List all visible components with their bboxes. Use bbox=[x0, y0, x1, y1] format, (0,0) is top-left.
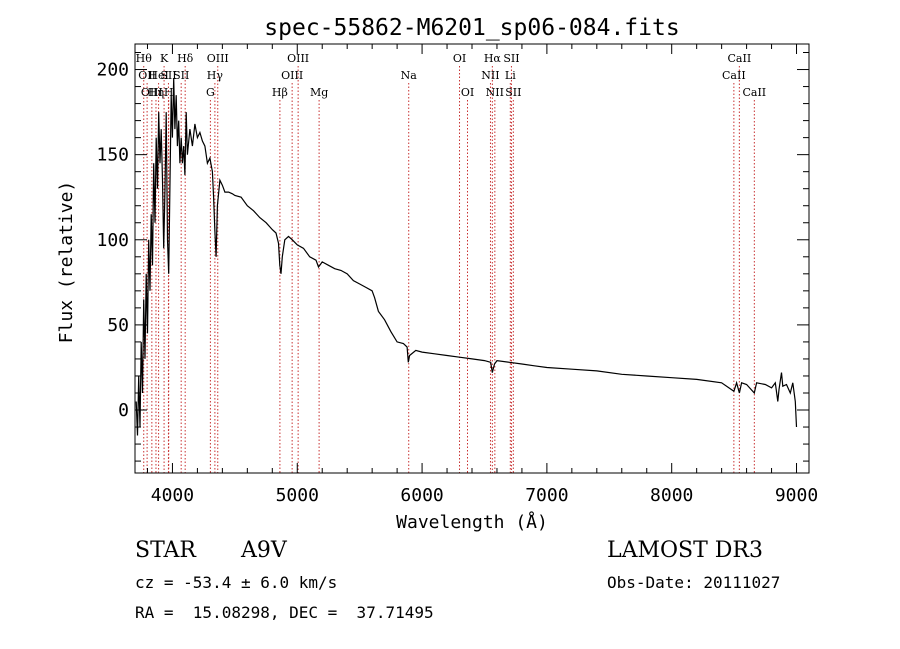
spectral-line-label: Mg bbox=[310, 86, 328, 99]
y-tick-label: 100 bbox=[96, 230, 129, 251]
spectral-line-label: Na bbox=[401, 69, 418, 82]
object-class: STAR bbox=[135, 538, 196, 563]
y-tick-label: 200 bbox=[96, 60, 129, 81]
x-tick-label: 6000 bbox=[400, 485, 443, 506]
spectral-line-label: SII bbox=[173, 69, 189, 82]
y-tick-labels: 0 50 100 150 200 bbox=[96, 60, 129, 421]
observation-date: Obs-Date: 20111027 bbox=[607, 573, 781, 592]
object-subclass: A9V bbox=[241, 538, 287, 563]
spectral-line-label: HeI bbox=[148, 69, 168, 82]
spectral-line-label: G bbox=[206, 86, 215, 99]
spectral-line-label: CaII bbox=[728, 52, 752, 65]
spectral-line-markers bbox=[143, 66, 755, 473]
spectral-line-label: NII bbox=[486, 86, 504, 99]
x-tick-label: 4000 bbox=[151, 485, 194, 506]
x-tick-labels: 4000 5000 6000 7000 8000 9000 bbox=[151, 485, 818, 506]
plot-frame bbox=[134, 43, 810, 474]
spectral-line-label: OIII bbox=[281, 69, 303, 82]
spectral-line-label: K bbox=[160, 52, 169, 65]
spectral-line-label: OI bbox=[461, 86, 474, 99]
y-tick-label: 50 bbox=[107, 315, 129, 336]
ra-dec-coordinates: RA = 15.08298, DEC = 37.71495 bbox=[135, 603, 434, 622]
spectral-line-label: H bbox=[164, 86, 174, 99]
redshift-cz: cz = -53.4 ± 6.0 km/s bbox=[135, 573, 338, 592]
chart-title: spec-55862-M6201_sp06-084.fits bbox=[264, 15, 679, 41]
x-axis-label: Wavelength (Å) bbox=[396, 511, 548, 533]
spectral-line-label: CaII bbox=[742, 86, 766, 99]
spectral-line-label: Hα bbox=[484, 52, 502, 65]
x-tick-label: 8000 bbox=[650, 485, 693, 506]
spectral-line-labels: HθOIIOIIIHηHeIKSIIHHδSIIGHγOIIIHβOIIIOII… bbox=[136, 52, 767, 99]
spectral-line-label: Hγ bbox=[207, 69, 224, 82]
spectral-line-label: SII bbox=[505, 86, 521, 99]
spectral-line-label: OII bbox=[138, 69, 156, 82]
x-tick-label: 9000 bbox=[775, 485, 818, 506]
spectral-line-label: Li bbox=[505, 69, 516, 82]
spectral-line-label: SII bbox=[503, 52, 519, 65]
x-tick-label: 7000 bbox=[525, 485, 568, 506]
spectral-line-label: Hθ bbox=[136, 52, 153, 65]
spectral-line-label: CaII bbox=[722, 69, 746, 82]
axis-ticks bbox=[135, 44, 809, 473]
survey-name: LAMOST DR3 bbox=[607, 538, 763, 563]
spectral-line-label: Hη bbox=[148, 86, 164, 99]
spectral-line-label: OIII bbox=[287, 52, 309, 65]
y-tick-label: 0 bbox=[118, 400, 129, 421]
spectral-line-label: Hδ bbox=[177, 52, 194, 65]
spectral-line-label: OIII bbox=[207, 52, 229, 65]
spectral-line-label: SII bbox=[160, 69, 176, 82]
spectrum-line bbox=[135, 77, 798, 436]
spectral-line-label: NII bbox=[481, 69, 499, 82]
spectral-line-label: Hβ bbox=[272, 86, 288, 99]
x-tick-label: 5000 bbox=[276, 485, 319, 506]
spectral-line-label: OI bbox=[453, 52, 466, 65]
spectral-line-label: OIII bbox=[141, 86, 163, 99]
y-axis-label: Flux (relative) bbox=[56, 181, 77, 344]
y-tick-label: 150 bbox=[96, 145, 129, 166]
